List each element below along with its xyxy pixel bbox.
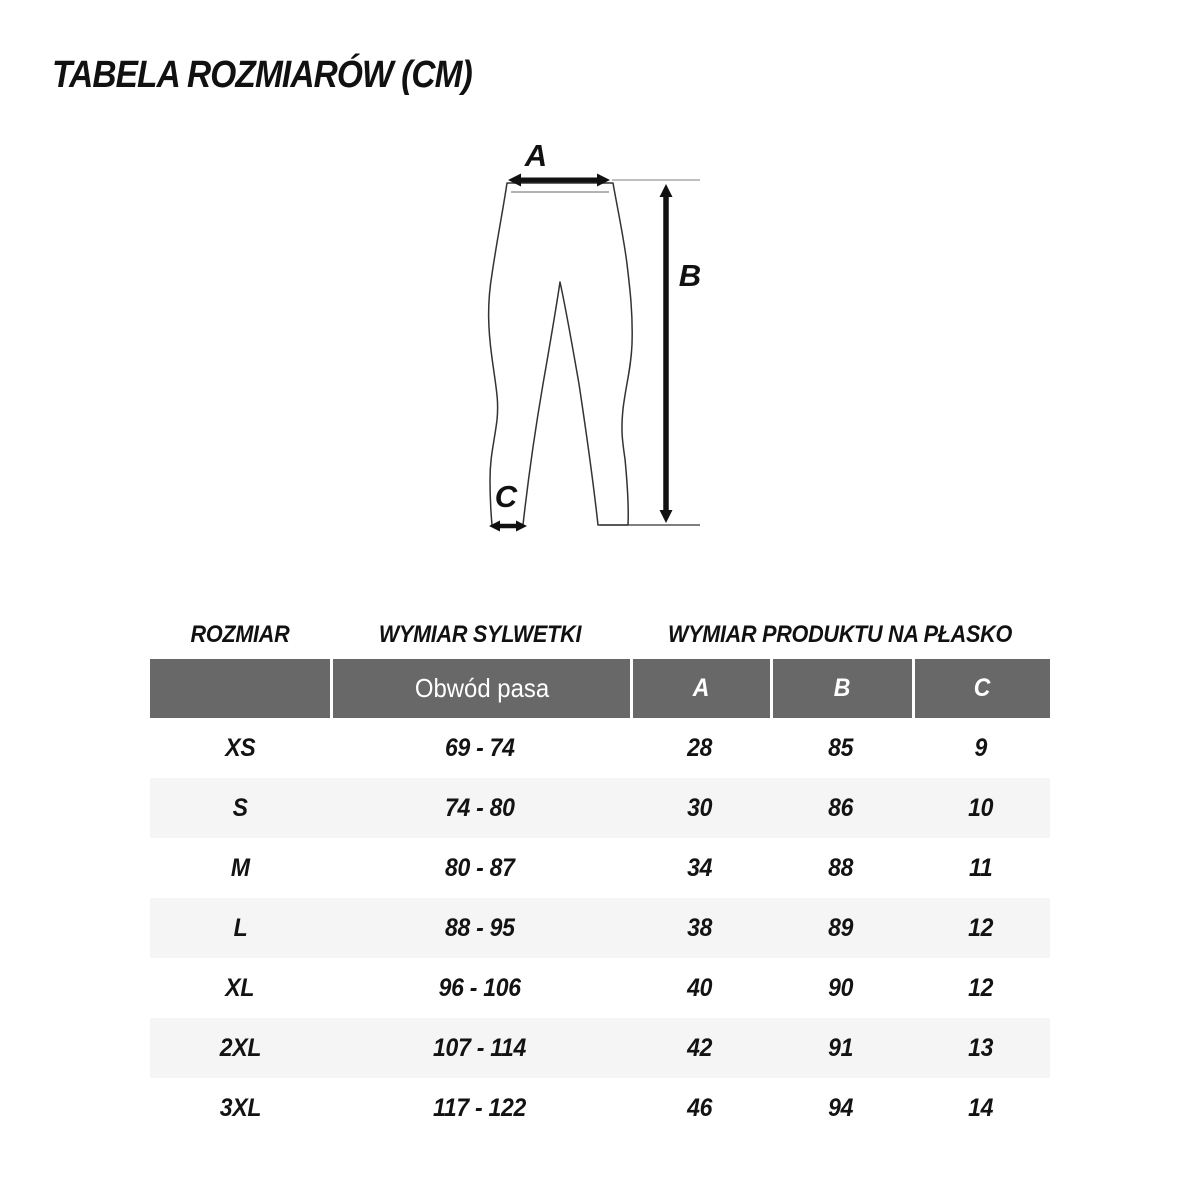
cell-c: 11	[969, 853, 993, 882]
table-row: XL 96 - 106 40 90 12	[150, 958, 1050, 1018]
pants-outline	[487, 182, 633, 526]
section-header-size: ROZMIAR	[190, 620, 290, 648]
cell-waist: 117 - 122	[433, 1093, 527, 1122]
cell-a: 40	[687, 973, 713, 1002]
cell-b: 86	[828, 793, 854, 822]
cell-c: 12	[968, 973, 994, 1002]
page-title: TABELA ROZMIARÓW (CM)	[52, 54, 529, 97]
header-cell-b: B	[770, 659, 912, 718]
cell-c: 13	[968, 1033, 994, 1062]
section-header-body-measure: WYMIAR SYLWETKI	[378, 620, 582, 648]
cell-size: XL	[225, 973, 255, 1002]
cell-size: S	[232, 793, 248, 822]
cell-c: 9	[974, 733, 988, 762]
cell-c: 12	[968, 913, 994, 942]
arrow-a-icon	[508, 173, 610, 187]
cell-a: 28	[687, 733, 713, 762]
cell-size: L	[233, 913, 247, 942]
cell-b: 89	[828, 913, 854, 942]
arrow-b-icon	[659, 184, 673, 523]
page-title-text: TABELA ROZMIARÓW (CM)	[52, 54, 473, 96]
cell-c: 14	[968, 1093, 994, 1122]
header-cell-waist: Obwód pasa	[330, 659, 630, 718]
diagram-label-c: C	[495, 479, 518, 514]
diagram-label-a: A	[524, 138, 547, 173]
cell-waist: 96 - 106	[438, 973, 522, 1002]
table-row: M 80 - 87 34 88 11	[150, 838, 1050, 898]
cell-a: 42	[687, 1033, 713, 1062]
header-cell-c: C	[912, 659, 1050, 718]
cell-size: 2XL	[219, 1033, 261, 1062]
cell-a: 30	[687, 793, 713, 822]
cell-b: 88	[828, 853, 854, 882]
cell-a: 34	[687, 853, 713, 882]
table-header-row: Obwód pasa A B C	[150, 659, 1050, 718]
cell-c: 10	[968, 793, 994, 822]
cell-b: 94	[828, 1093, 854, 1122]
cell-a: 38	[687, 913, 713, 942]
cell-a: 46	[687, 1093, 713, 1122]
arrow-c-icon	[489, 520, 527, 532]
section-header-product-measure: WYMIAR PRODUKTU NA PŁASKO	[667, 620, 1013, 648]
table-row: S 74 - 80 30 86 10	[150, 778, 1050, 838]
cell-waist: 88 - 95	[445, 913, 515, 942]
table-row: 2XL 107 - 114 42 91 13	[150, 1018, 1050, 1078]
cell-size: M	[230, 853, 250, 882]
cell-b: 85	[828, 733, 854, 762]
header-cell-a: A	[630, 659, 770, 718]
cell-b: 90	[828, 973, 854, 1002]
cell-size: 3XL	[219, 1093, 261, 1122]
cell-waist: 74 - 80	[445, 793, 515, 822]
cell-waist: 69 - 74	[445, 733, 515, 762]
table-row: L 88 - 95 38 89 12	[150, 898, 1050, 958]
cell-waist: 80 - 87	[445, 853, 515, 882]
table-row: 3XL 117 - 122 46 94 14	[150, 1078, 1050, 1138]
pants-measurement-diagram: A B C	[487, 138, 701, 532]
table-section-headers: ROZMIAR WYMIAR SYLWETKI WYMIAR PRODUKTU …	[150, 610, 1050, 659]
cell-waist: 107 - 114	[433, 1033, 527, 1062]
header-cell-size	[150, 659, 330, 718]
size-table: ROZMIAR WYMIAR SYLWETKI WYMIAR PRODUKTU …	[150, 610, 1050, 1138]
table-body: XS 69 - 74 28 85 9 S 74 - 80 30 86 10 M 80 - 87 34 88…	[150, 718, 1050, 1138]
table-row: XS 69 - 74 28 85 9	[150, 718, 1050, 778]
cell-b: 91	[828, 1033, 854, 1062]
diagram-label-b: B	[679, 258, 701, 293]
cell-size: XS	[224, 733, 256, 762]
